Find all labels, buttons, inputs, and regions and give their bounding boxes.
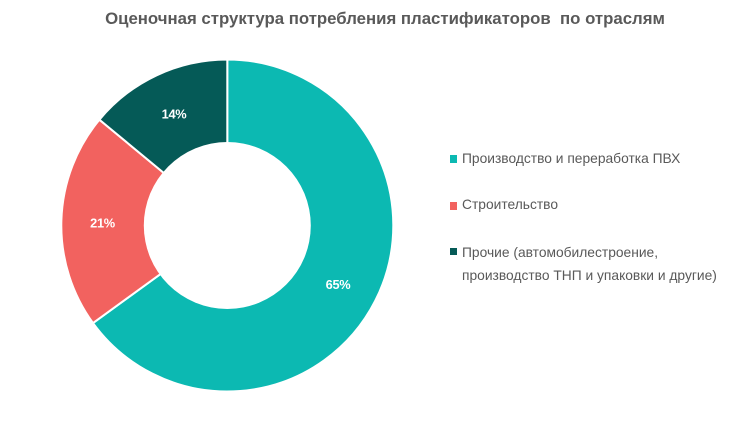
svg-text:65%: 65% [326, 277, 352, 292]
svg-text:21%: 21% [90, 216, 116, 231]
svg-text:14%: 14% [162, 107, 188, 122]
